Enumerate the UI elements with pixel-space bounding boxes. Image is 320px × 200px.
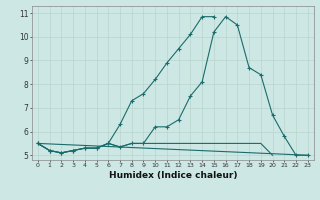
X-axis label: Humidex (Indice chaleur): Humidex (Indice chaleur)	[108, 171, 237, 180]
